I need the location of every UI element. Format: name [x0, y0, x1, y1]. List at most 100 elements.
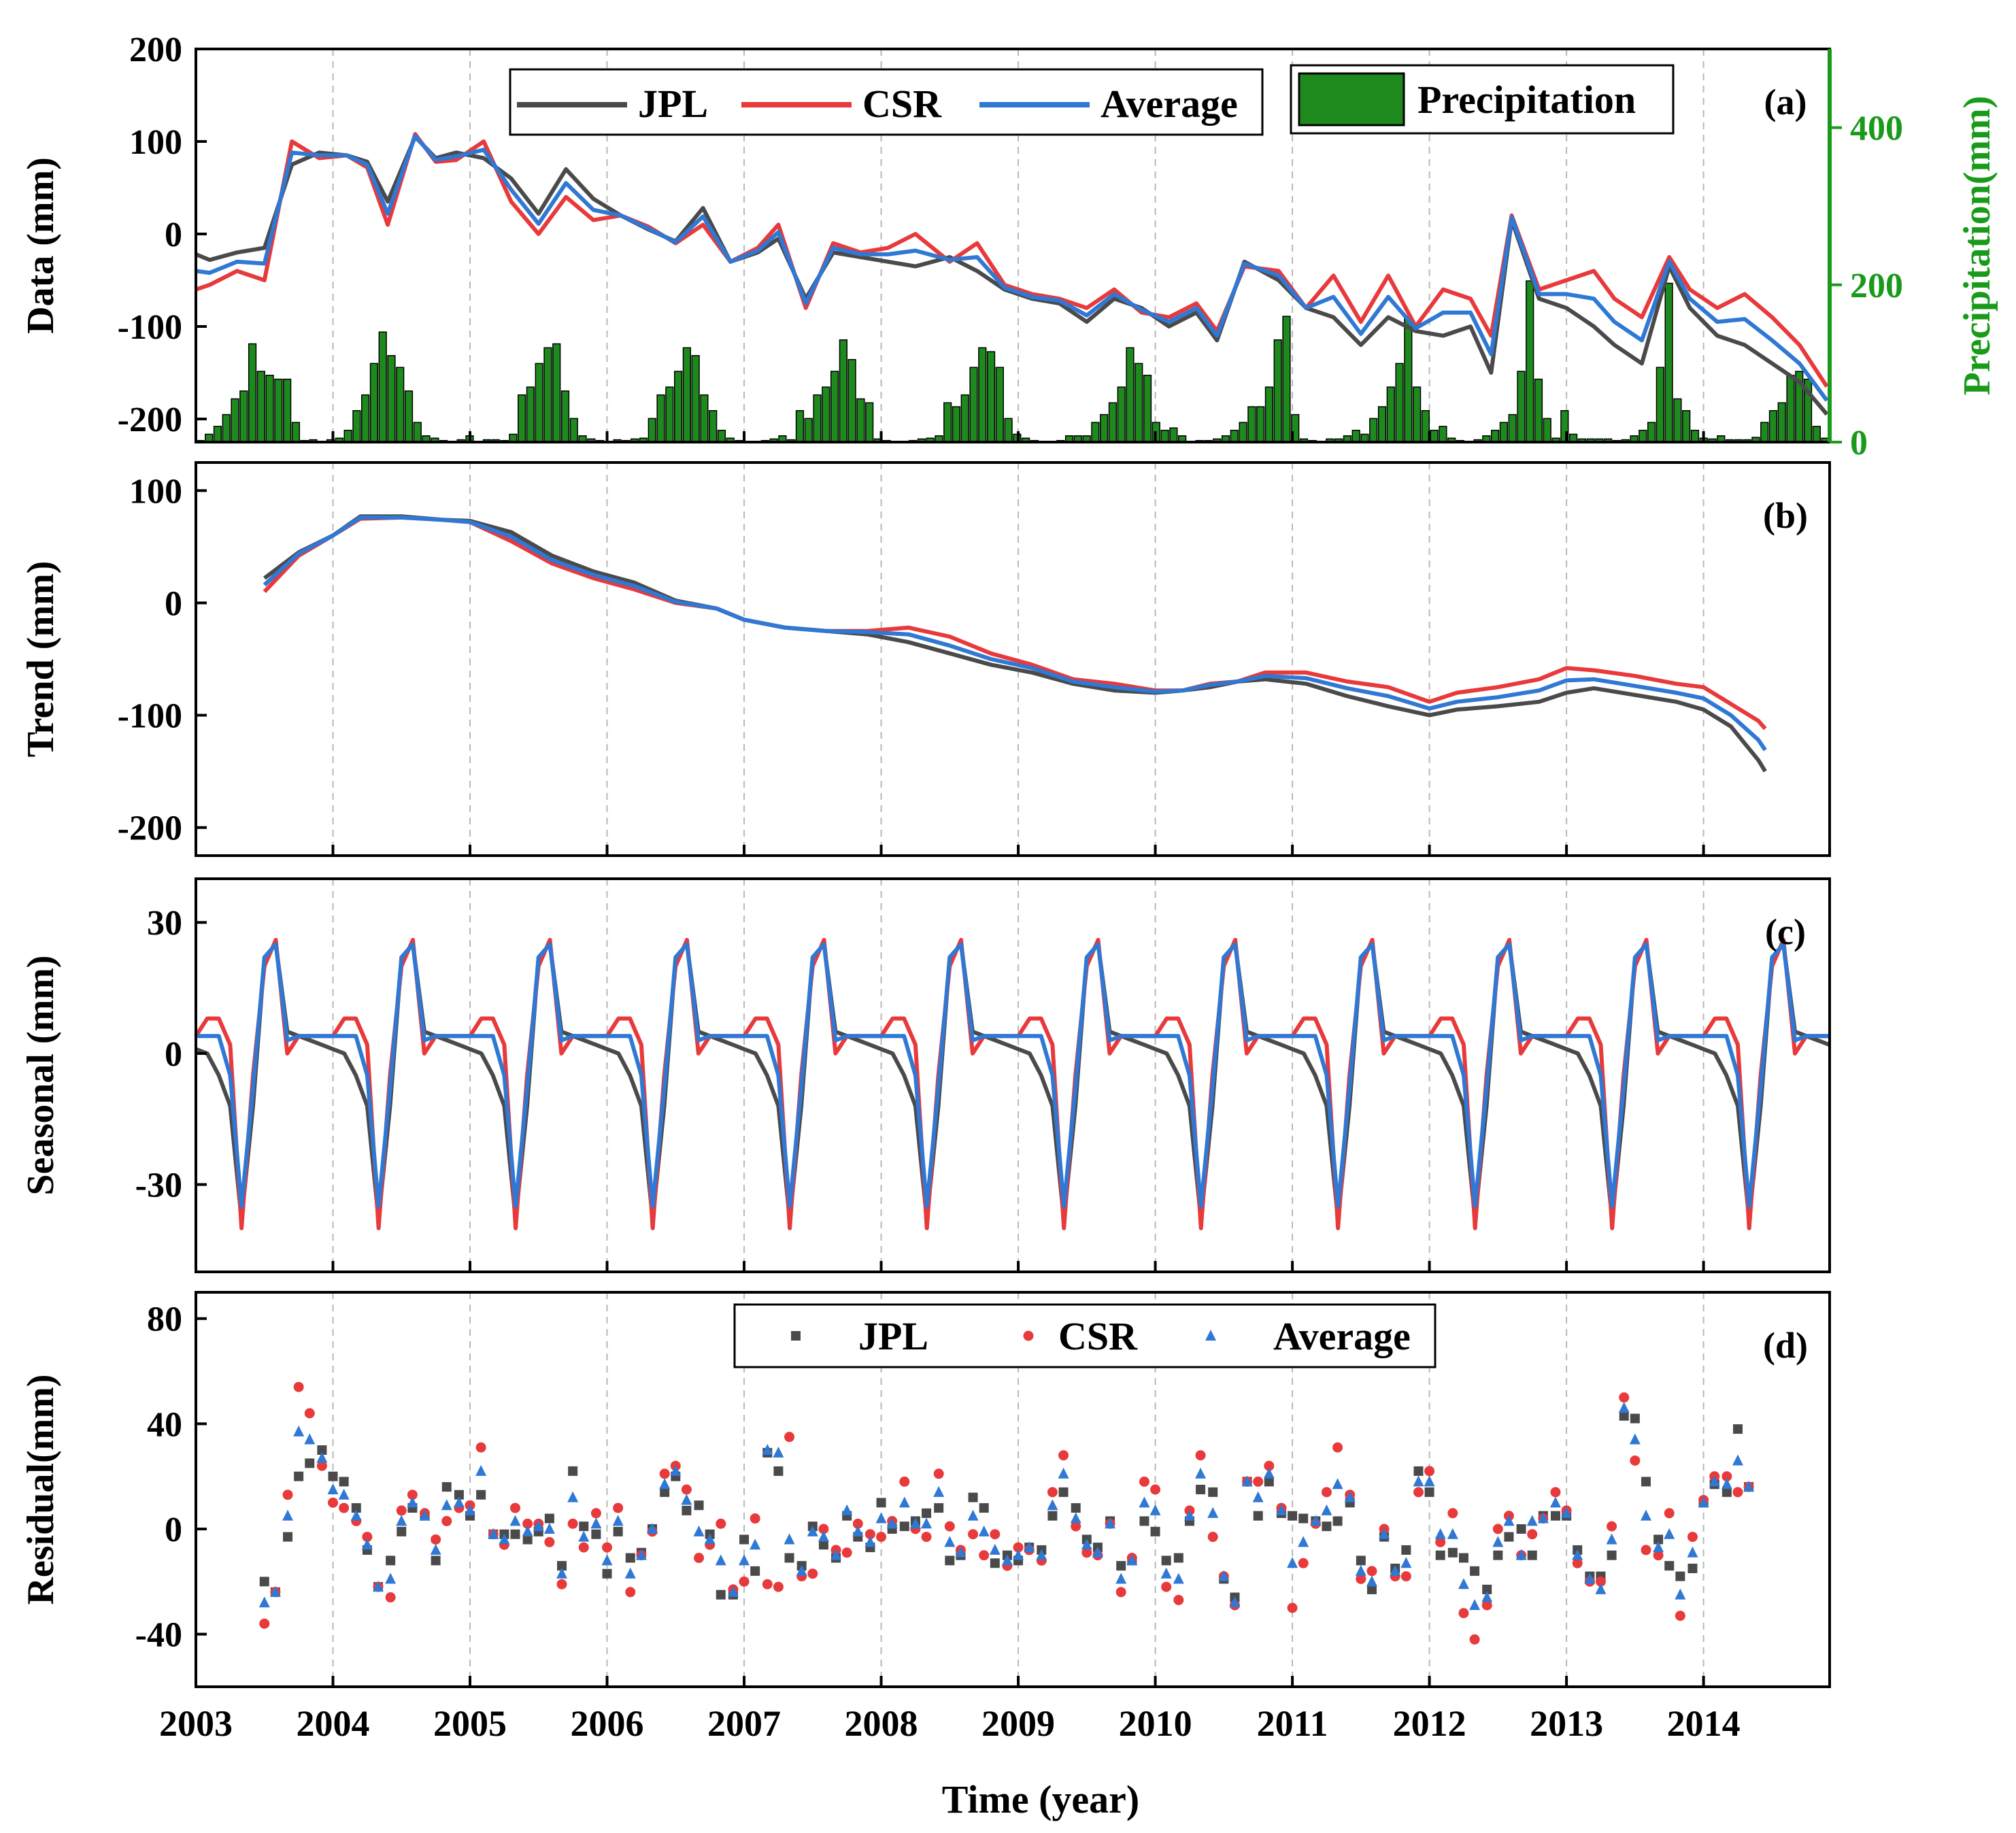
point-average — [762, 1444, 773, 1455]
point-csr — [1595, 1576, 1606, 1587]
point-csr — [1481, 1600, 1492, 1611]
precip-bar — [813, 394, 822, 443]
precip-bar — [1256, 406, 1265, 443]
precip-bar — [1412, 386, 1422, 443]
point-csr — [522, 1518, 533, 1529]
precip-bar — [978, 347, 987, 443]
point-csr — [1161, 1581, 1172, 1592]
point-jpl — [1470, 1566, 1480, 1576]
point-average — [1618, 1402, 1630, 1413]
point-csr — [613, 1502, 624, 1513]
point-jpl — [682, 1505, 692, 1515]
point-average — [1379, 1528, 1390, 1539]
point-csr — [625, 1587, 636, 1598]
point-average — [1126, 1554, 1138, 1566]
point-average — [1709, 1475, 1720, 1487]
precip-bar — [1673, 398, 1682, 443]
point-jpl — [739, 1534, 750, 1545]
precip-bar — [1135, 363, 1143, 443]
point-average — [1664, 1528, 1675, 1539]
point-csr — [1253, 1476, 1264, 1487]
point-jpl — [613, 1526, 623, 1536]
point-csr — [979, 1550, 990, 1561]
precip-bar — [231, 398, 239, 443]
point-average — [396, 1515, 407, 1526]
plot-frame — [195, 461, 1831, 857]
precip-bar — [795, 410, 805, 443]
point-jpl — [625, 1553, 635, 1563]
point-jpl — [441, 1482, 452, 1492]
point-average — [1492, 1536, 1504, 1547]
point-jpl — [1527, 1550, 1537, 1560]
point-average — [624, 1567, 636, 1579]
precip-bar — [1777, 402, 1786, 443]
point-csr — [396, 1505, 407, 1516]
point-csr — [921, 1532, 932, 1543]
point-jpl — [591, 1529, 601, 1539]
precip-bar — [1534, 378, 1543, 443]
point-jpl — [876, 1498, 886, 1508]
point-csr — [1630, 1455, 1641, 1466]
point-jpl — [934, 1503, 944, 1513]
precip-bar — [413, 422, 422, 443]
precip-bar — [1508, 414, 1517, 443]
point-average — [967, 1509, 979, 1521]
point-average — [739, 1554, 750, 1566]
point-average — [1263, 1467, 1275, 1479]
point-average — [635, 1549, 647, 1560]
precip-bar — [1160, 429, 1169, 443]
point-average — [316, 1451, 328, 1463]
point-average — [385, 1573, 397, 1584]
point-csr — [304, 1408, 315, 1419]
point-csr — [1332, 1442, 1343, 1453]
point-jpl — [1161, 1555, 1171, 1566]
point-average — [1218, 1570, 1230, 1581]
point-average — [944, 1536, 956, 1547]
precip-bar — [1760, 422, 1769, 443]
point-jpl — [397, 1526, 407, 1536]
point-average — [681, 1494, 692, 1505]
point-jpl — [1058, 1487, 1069, 1497]
precip-bar — [543, 347, 552, 443]
point-average — [1561, 1507, 1573, 1518]
point-average — [875, 1512, 887, 1524]
precip-bar — [700, 394, 709, 443]
point-average — [1413, 1475, 1424, 1487]
point-average — [350, 1509, 362, 1521]
point-csr — [362, 1532, 373, 1543]
point-csr — [1400, 1571, 1411, 1582]
precip-bar — [1490, 429, 1500, 443]
precip-bar — [1690, 429, 1700, 443]
point-csr — [1641, 1545, 1651, 1555]
point-average — [465, 1504, 476, 1515]
point-jpl — [1675, 1571, 1685, 1581]
y-tick-label: 0 — [165, 584, 182, 623]
point-average — [1653, 1541, 1664, 1553]
point-csr — [1287, 1602, 1298, 1613]
point-average — [338, 1488, 350, 1500]
precip-bar — [518, 394, 526, 443]
point-average — [921, 1517, 933, 1529]
data-layer — [194, 132, 1830, 1645]
precip-bar — [1377, 406, 1387, 443]
point-jpl — [1196, 1485, 1206, 1494]
point-csr — [818, 1524, 829, 1534]
precip-bar — [709, 410, 718, 443]
point-average — [750, 1538, 761, 1550]
precip-bar — [213, 426, 222, 443]
precip-bar — [343, 429, 352, 443]
point-jpl — [328, 1471, 338, 1481]
point-jpl — [1071, 1503, 1081, 1513]
y-tick-label: -100 — [118, 697, 182, 736]
precip-bar — [1100, 414, 1109, 443]
y-tick-label: -30 — [135, 1166, 182, 1205]
point-csr — [339, 1502, 350, 1513]
point-csr — [750, 1513, 760, 1524]
precip-bar — [1264, 386, 1274, 443]
point-average — [796, 1564, 807, 1576]
x-tick-label: 2006 — [571, 1703, 644, 1744]
point-jpl — [602, 1568, 612, 1579]
point-csr — [282, 1490, 293, 1500]
x-tick-label: 2013 — [1530, 1703, 1603, 1744]
series-line-csr — [194, 937, 1830, 1230]
